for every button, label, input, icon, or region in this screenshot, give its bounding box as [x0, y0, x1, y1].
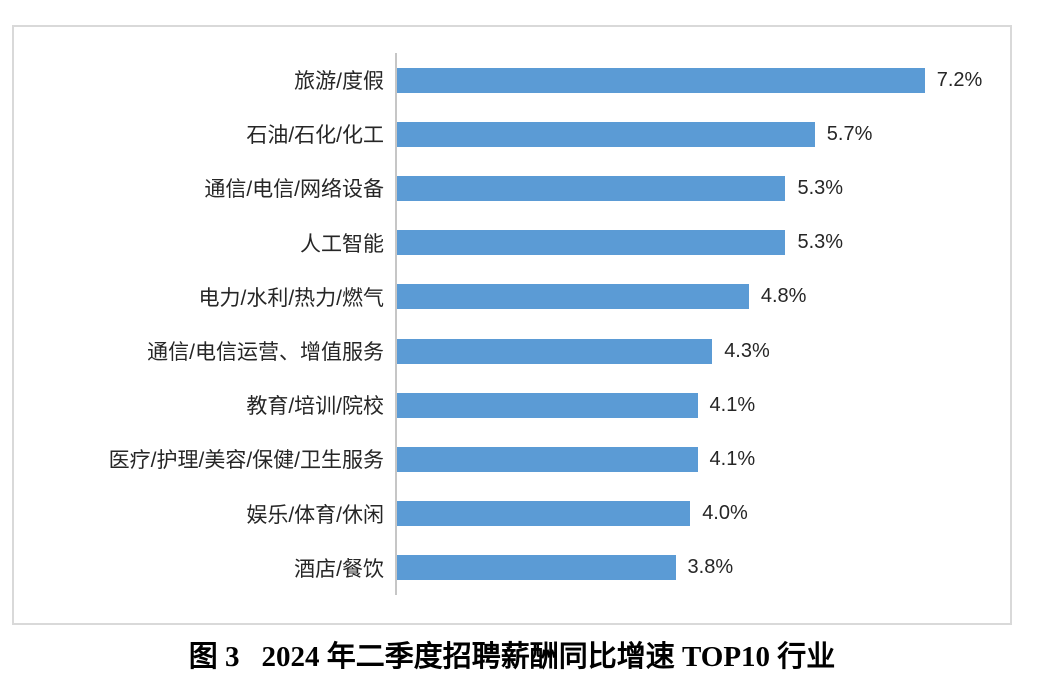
bar [397, 230, 786, 256]
chart-row: 通信/电信运营、增值服务 4.3% [14, 323, 1010, 379]
chart-row: 酒店/餐饮 3.8% [14, 540, 1010, 595]
chart-row: 教育/培训/院校 4.1% [14, 378, 1010, 433]
bar [397, 392, 698, 418]
plot-area-cell: 4.8% [395, 269, 1010, 324]
value-label: 5.3% [797, 176, 844, 199]
chart-row: 通信/电信/网络设备 5.3% [14, 161, 1010, 216]
value-label: 4.1% [709, 447, 756, 470]
caption-title: 2024 年二季度招聘薪酬同比增速 TOP10 行业 [261, 641, 836, 673]
value-label: 4.3% [724, 339, 770, 362]
plot-area-cell: 5.7% [395, 107, 1010, 162]
plot-area-cell: 4.1% [395, 432, 1010, 487]
chart-row: 医疗/护理/美容/保健/卫生服务 4.1% [14, 432, 1010, 487]
category-label: 人工智能 [300, 232, 384, 256]
bar [397, 67, 925, 93]
category-label: 医疗/护理/美容/保健/卫生服务 [108, 449, 384, 473]
bar [397, 175, 786, 201]
plot-area-cell: 4.1% [395, 378, 1010, 433]
plot-area-cell: 3.8% [395, 540, 1010, 595]
figure-number: 图 3 [188, 641, 240, 673]
bar [397, 284, 749, 310]
category-label: 石油/石化/化工 [246, 124, 384, 148]
plot-area-cell: 5.3% [395, 215, 1010, 270]
bar [397, 501, 691, 527]
value-label: 4.1% [709, 393, 756, 416]
plot-area-cell: 5.3% [395, 161, 1010, 216]
chart-rows: 旅游/度假 7.2% 石油/石化/化工 5.7% 通信/电信/网络设备 5.3% 人工智能 5… [14, 53, 1010, 595]
figure-caption: 图 3 2024 年二季度招聘薪酬同比增速 TOP10 行业 [12, 633, 1012, 675]
category-label: 酒店/餐饮 [294, 557, 384, 581]
plot-area-cell: 4.3% [395, 323, 1010, 379]
bar [397, 121, 815, 147]
category-label: 通信/电信运营、增值服务 [147, 341, 384, 365]
chart-row: 石油/石化/化工 5.7% [14, 107, 1010, 162]
salary-growth-figure: 旅游/度假 7.2% 石油/石化/化工 5.7% 通信/电信/网络设备 5.3% 人工智能 5… [12, 25, 1012, 675]
value-label: 4.8% [760, 285, 807, 308]
bar-chart: 旅游/度假 7.2% 石油/石化/化工 5.7% 通信/电信/网络设备 5.3% 人工智能 5… [12, 25, 1012, 625]
category-label: 娱乐/体育/休闲 [246, 503, 384, 527]
plot-area-cell: 7.2% [395, 53, 1010, 108]
bar [397, 446, 698, 472]
value-label: 5.7% [826, 122, 873, 145]
chart-row: 旅游/度假 7.2% [14, 53, 1010, 108]
category-label: 教育/培训/院校 [246, 395, 384, 419]
value-label: 7.2% [936, 68, 983, 91]
bar [397, 555, 676, 581]
category-label: 通信/电信/网络设备 [204, 178, 384, 202]
chart-row: 电力/水利/热力/燃气 4.8% [14, 269, 1010, 324]
category-label: 旅游/度假 [294, 70, 384, 94]
category-label: 电力/水利/热力/燃气 [198, 286, 384, 310]
value-label: 5.3% [797, 231, 844, 254]
chart-row: 人工智能 5.3% [14, 215, 1010, 270]
value-label: 4.0% [702, 502, 748, 525]
chart-row: 娱乐/体育/休闲 4.0% [14, 486, 1010, 541]
bar [397, 338, 713, 364]
plot-area-cell: 4.0% [395, 486, 1010, 541]
value-label: 3.8% [687, 556, 734, 579]
